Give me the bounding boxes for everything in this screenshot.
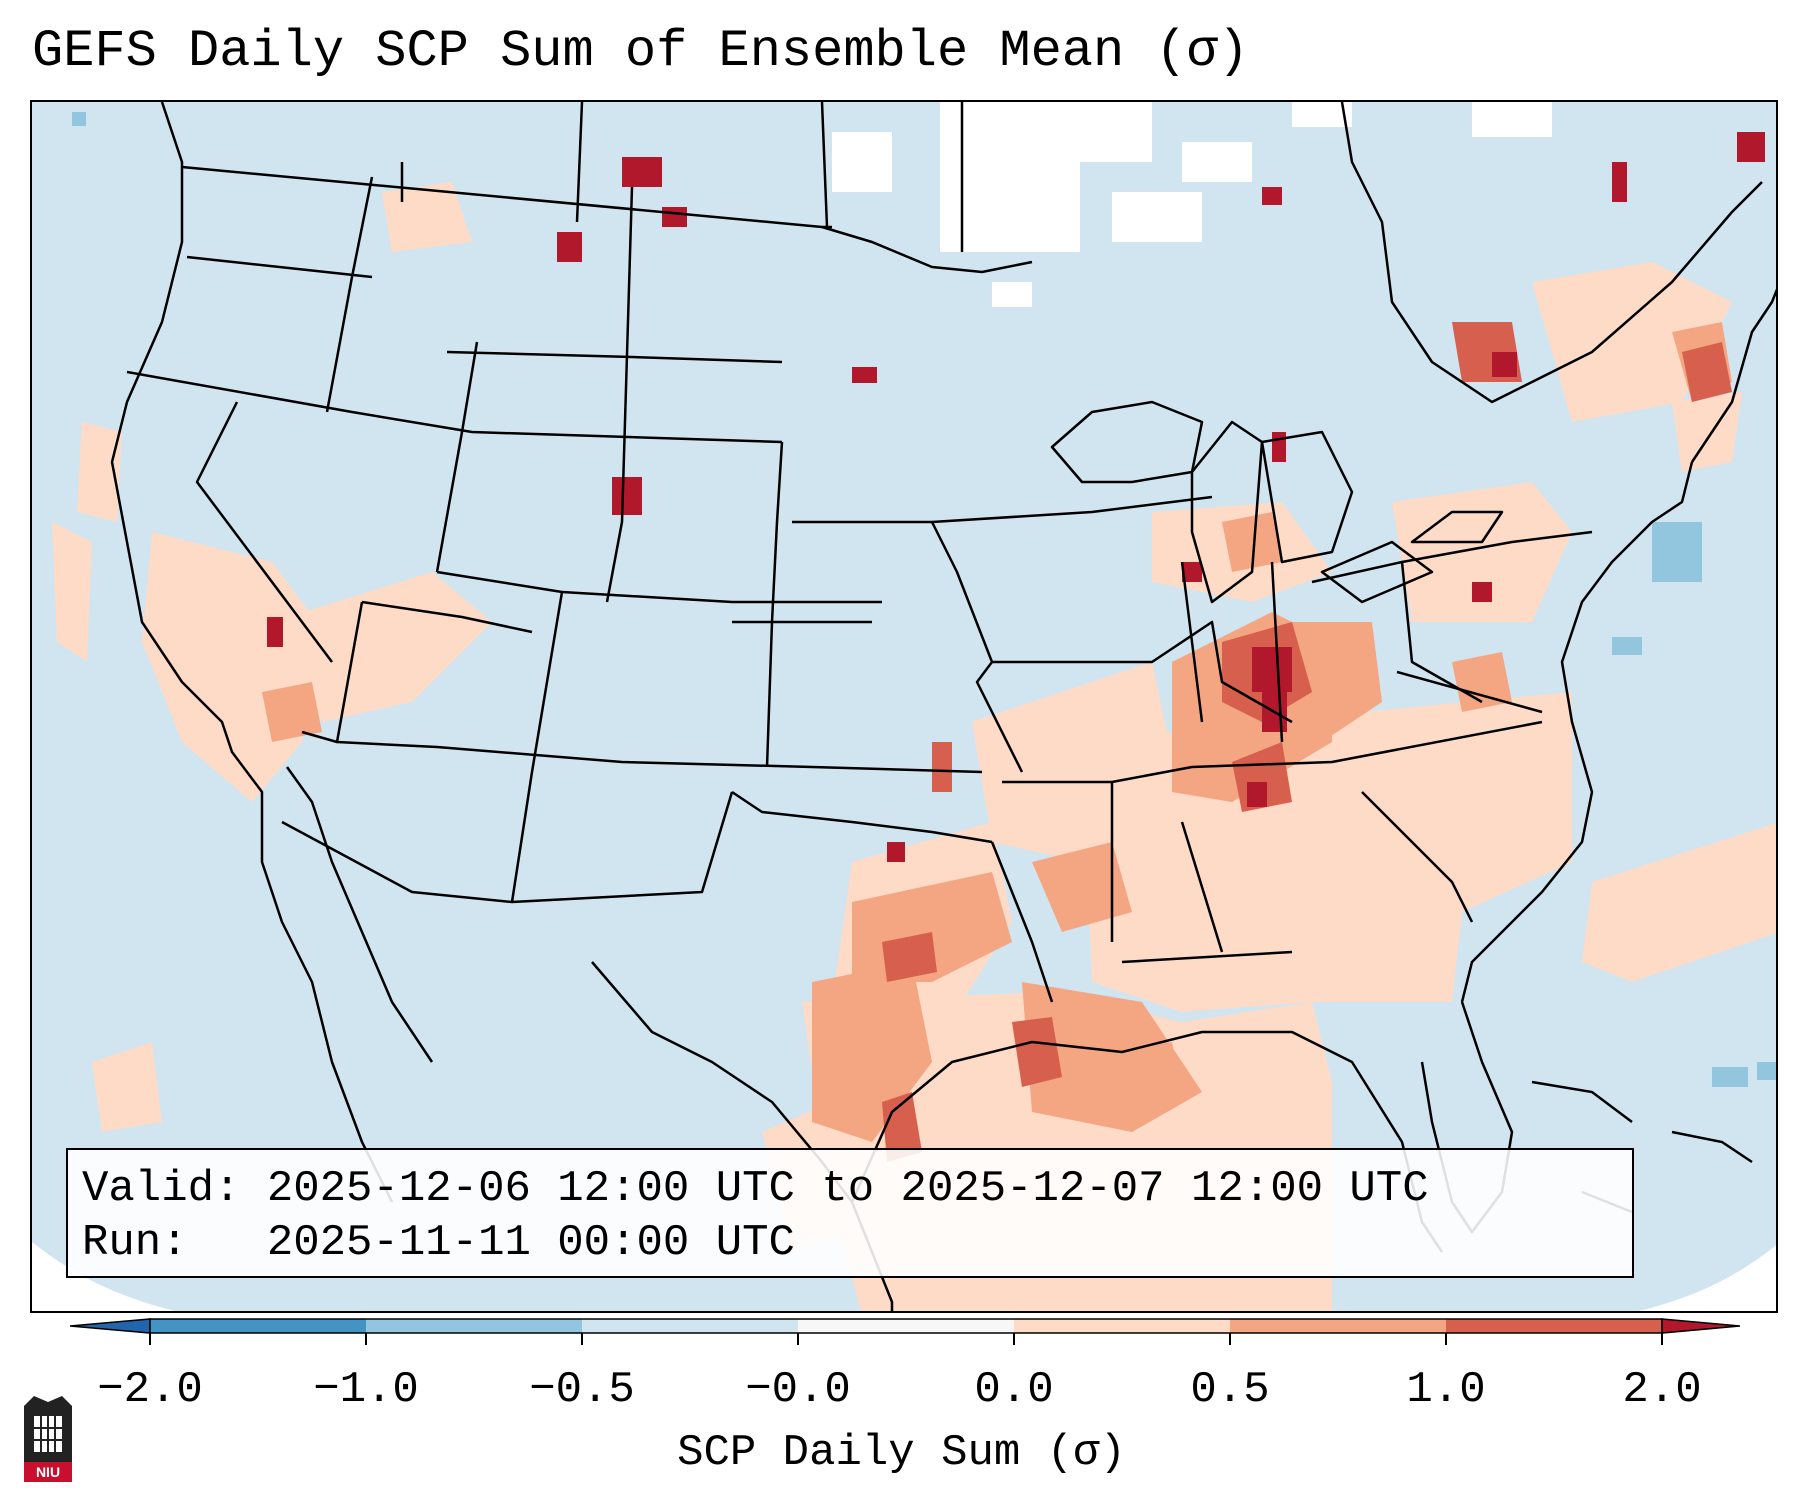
colorbar-bin-neg1-neg05 (366, 1319, 582, 1333)
map-canvas (32, 102, 1776, 1311)
chart-title: GEFS Daily SCP Sum of Ensemble Mean (σ) (32, 22, 1249, 81)
colorbar-tick-label: −0.0 (745, 1365, 851, 1415)
run-time-line: Run: 2025-11-11 00:00 UTC (82, 1218, 795, 1268)
colorbar-bin-0-05 (1014, 1319, 1230, 1333)
colorbar-tick-label: 2.0 (1622, 1365, 1702, 1415)
valid-time-line: Valid: 2025-12-06 12:00 UTC to 2025-12-0… (82, 1164, 1429, 1214)
map-borders (110, 102, 1776, 1311)
colorbar (70, 1318, 1740, 1345)
colorbar-extend-low (70, 1318, 151, 1334)
colorbar-tick-label: 0.5 (1190, 1365, 1270, 1415)
niu-logo: NIU (24, 1396, 72, 1482)
validity-info-box: Valid: 2025-12-06 12:00 UTC to 2025-12-0… (66, 1148, 1634, 1278)
colorbar-tick-label: −1.0 (313, 1365, 419, 1415)
moderate-positive-regions (262, 322, 1732, 1142)
map-panel (30, 100, 1778, 1313)
colorbar-bin-neg05-0 (582, 1319, 798, 1333)
colorbar-bin-neg2-neg1 (150, 1319, 366, 1333)
projection-edge-right (1639, 1245, 1776, 1311)
projection-edge-left (32, 1242, 175, 1311)
colorbar-label: SCP Daily Sum (σ) (677, 1428, 1126, 1478)
colorbar-tick-label: 1.0 (1406, 1365, 1486, 1415)
colorbar-bin-0-0 (798, 1319, 1014, 1333)
negative-patches (72, 112, 1776, 1087)
colorbar-extend-high (1661, 1318, 1740, 1334)
colorbar-tick-label: −0.5 (529, 1365, 635, 1415)
colorbar-tick-label: −2.0 (97, 1365, 203, 1415)
colorbar-bin-1-2 (1446, 1319, 1662, 1333)
colorbar-ticks (149, 1333, 1663, 1345)
near-zero-region (832, 102, 1552, 307)
niu-logo-text: NIU (36, 1464, 60, 1480)
colorbar-bin-05-1 (1230, 1319, 1446, 1333)
colorbar-tick-label: 0.0 (974, 1365, 1054, 1415)
